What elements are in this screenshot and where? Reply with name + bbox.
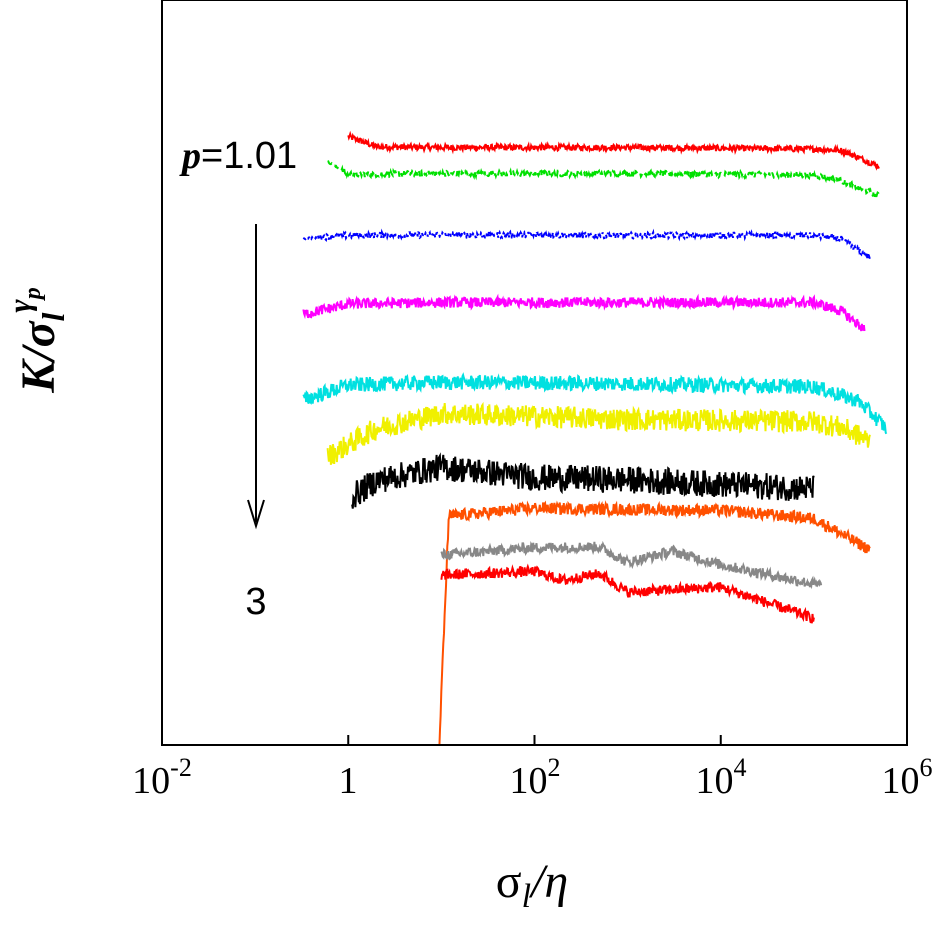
series-line-10	[440, 563, 815, 624]
series-line-7	[351, 452, 815, 509]
p-label: p=1.01	[179, 135, 297, 177]
x-tick-label-1e-2: 10-2	[132, 753, 192, 802]
x-tick-label-1e4: 104	[696, 753, 747, 802]
series-line-5	[302, 372, 888, 435]
x-tick-label-1e2: 102	[510, 753, 561, 802]
end-label: 3	[245, 581, 266, 623]
x-axis-label: σl/η	[496, 855, 568, 915]
trend-arrow-head	[247, 499, 265, 530]
plot-frame	[161, 0, 908, 746]
series-line-9	[440, 540, 823, 590]
series-line-4	[302, 293, 866, 332]
x-tick-label-1e6: 106	[882, 753, 933, 802]
series-line-2	[327, 160, 880, 198]
y-axis-label: K/σlγp	[1, 287, 71, 393]
x-tick-label-1: 1	[339, 760, 358, 802]
series-line-1	[347, 130, 880, 171]
series-line-6	[326, 401, 871, 465]
series-line-3	[302, 228, 871, 263]
series-layer	[302, 130, 888, 744]
series-line-8	[438, 500, 871, 744]
x-tick-marks	[161, 735, 908, 745]
